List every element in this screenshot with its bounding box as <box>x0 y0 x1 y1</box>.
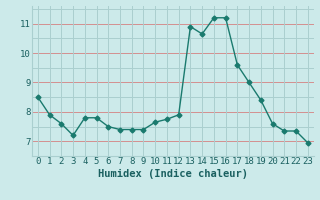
X-axis label: Humidex (Indice chaleur): Humidex (Indice chaleur) <box>98 169 248 179</box>
